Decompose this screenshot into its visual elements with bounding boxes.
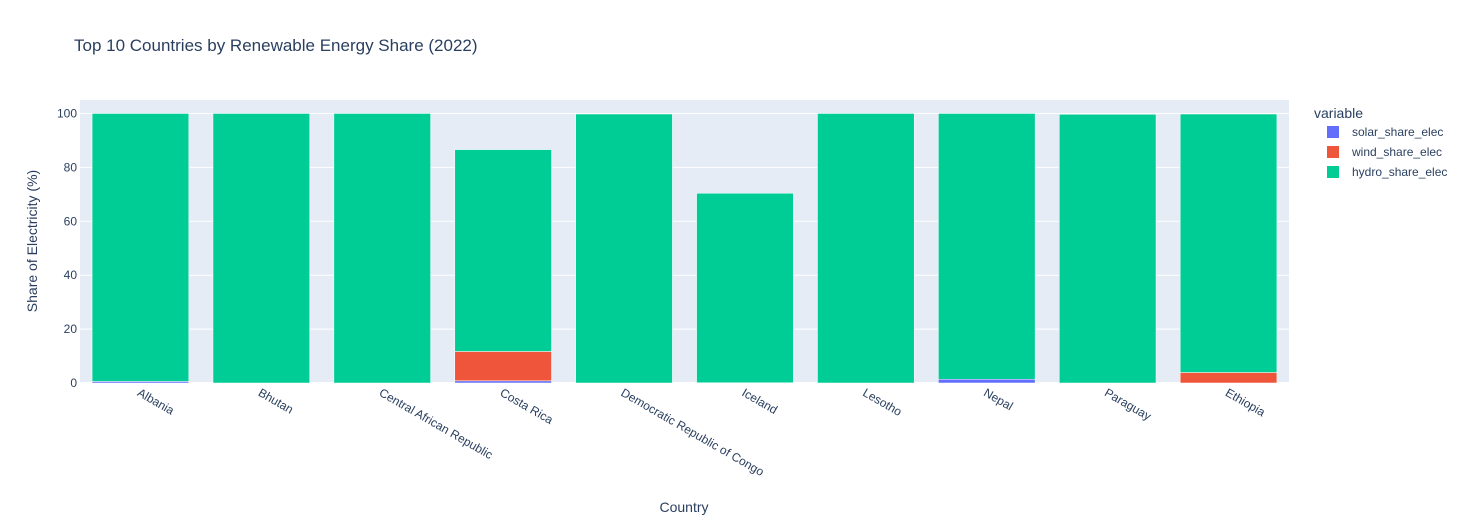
legend-label[interactable]: hydro_share_elec bbox=[1352, 165, 1447, 179]
y-tick-label: 40 bbox=[64, 268, 78, 282]
bar-hydro-share-elec bbox=[91, 113, 190, 382]
x-tick-label: Nepal bbox=[981, 385, 1015, 413]
y-axis-title: Share of Electricity (%) bbox=[24, 170, 40, 312]
bar-hydro-share-elec bbox=[575, 113, 673, 384]
bar-wind-share-elec bbox=[1179, 372, 1278, 384]
legend-title: variable bbox=[1314, 105, 1363, 121]
bar-hydro-share-elec bbox=[333, 113, 431, 384]
bars bbox=[91, 113, 1278, 384]
chart-title: Top 10 Countries by Renewable Energy Sha… bbox=[74, 36, 478, 55]
bar-hydro-share-elec bbox=[1059, 114, 1157, 384]
y-tick-label: 20 bbox=[64, 322, 78, 336]
bar-hydro-share-elec bbox=[1179, 113, 1278, 373]
x-tick-label: Central African Republic bbox=[377, 385, 495, 461]
bar-wind-share-elec bbox=[454, 351, 552, 382]
bar-solar-share-elec bbox=[938, 378, 1036, 384]
x-tick-label: Ethiopia bbox=[1223, 385, 1268, 419]
x-tick-label: Bhutan bbox=[256, 385, 296, 416]
bar-hydro-share-elec bbox=[938, 113, 1036, 380]
y-tick-label: 100 bbox=[57, 106, 77, 120]
x-tick-label: Paraguay bbox=[1102, 385, 1153, 423]
bar-hydro-share-elec bbox=[212, 113, 310, 384]
legend-swatch[interactable] bbox=[1327, 146, 1339, 158]
legend-items: solar_share_elec wind_share_elec hydro_sha… bbox=[1327, 125, 1447, 179]
bar-hydro-share-elec bbox=[817, 113, 915, 384]
y-tick-label: 0 bbox=[70, 376, 77, 390]
x-axis-title: Country bbox=[659, 499, 708, 515]
bar-hydro-share-elec bbox=[696, 193, 794, 383]
x-tick-label: Albania bbox=[135, 385, 177, 417]
x-tick-label: Costa Rica bbox=[498, 385, 556, 427]
y-axis-ticks: 0 20 40 60 80 100 bbox=[57, 106, 77, 390]
x-tick-label: Iceland bbox=[739, 385, 780, 416]
bar-solar-share-elec bbox=[454, 380, 552, 384]
bar-hydro-share-elec bbox=[454, 149, 552, 352]
x-axis-ticks: Albania Bhutan Central African Republic Cos… bbox=[135, 385, 1268, 479]
legend-label[interactable]: wind_share_elec bbox=[1351, 145, 1442, 159]
y-tick-label: 60 bbox=[64, 214, 78, 228]
legend-label[interactable]: solar_share_elec bbox=[1352, 125, 1443, 139]
legend-swatch[interactable] bbox=[1327, 126, 1339, 138]
x-tick-label: Lesotho bbox=[860, 385, 904, 419]
legend-swatch[interactable] bbox=[1327, 166, 1339, 178]
legend: variable solar_share_elec wind_share_elec… bbox=[1314, 105, 1447, 179]
y-tick-label: 80 bbox=[64, 160, 78, 174]
